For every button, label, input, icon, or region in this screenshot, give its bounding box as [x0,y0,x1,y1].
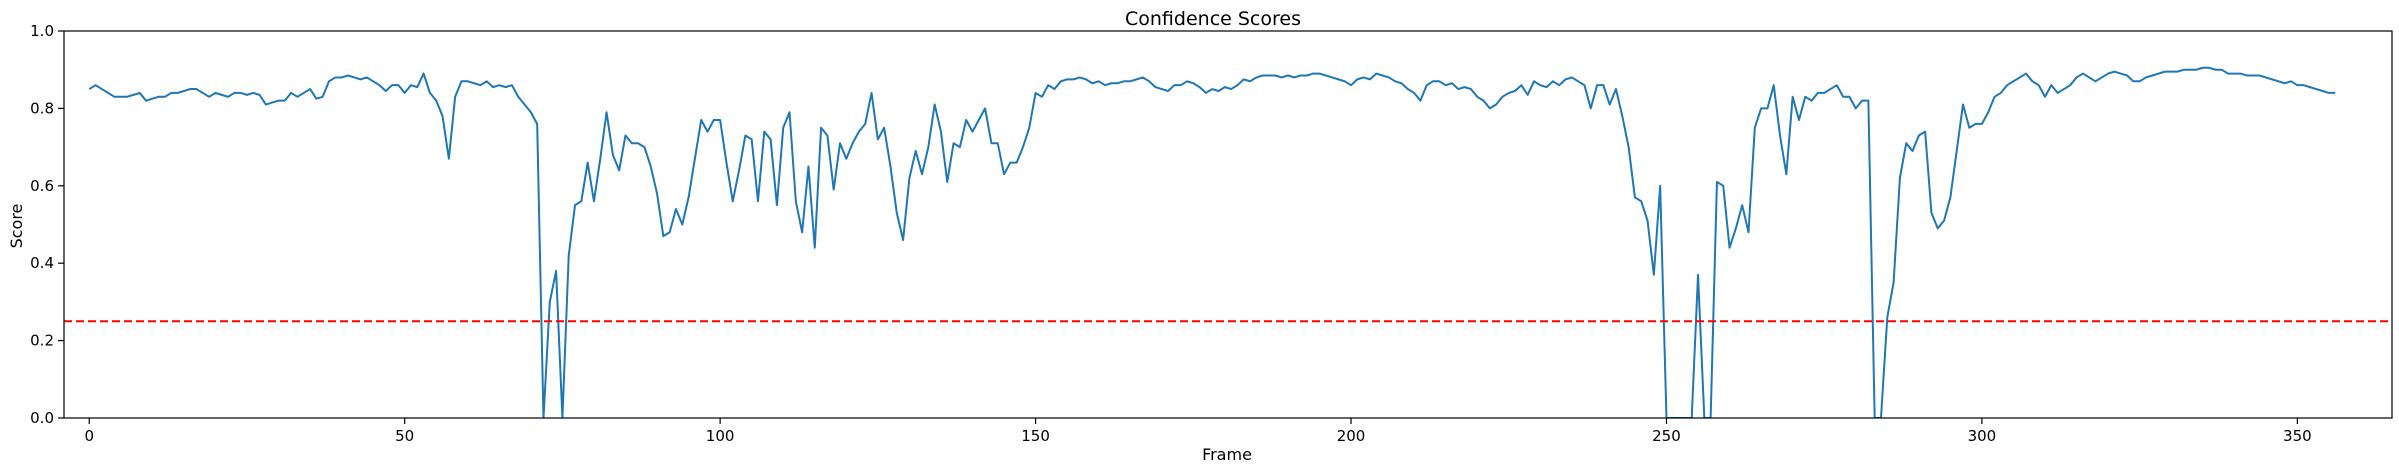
x-tick-label: 200 [1337,427,1366,445]
plot-frame [63,30,2393,419]
x-tick-label: 150 [1021,427,1050,445]
y-axis: 0.0 0.2 0.4 0.6 0.8 1.0 [30,22,64,427]
x-tick-label: 300 [1968,427,1997,445]
y-tick-label: 0.8 [30,99,54,117]
y-tick-label: 0.4 [30,254,54,272]
x-axis-label: Frame [1202,445,1252,464]
x-tick-label: 0 [84,427,94,445]
y-axis-label: Score [7,204,26,249]
chart-title: Confidence Scores [1125,8,1301,30]
x-tick-label: 350 [2283,427,2312,445]
x-tick-label: 50 [395,427,414,445]
plot-area [63,30,2393,419]
y-tick-label: 0.2 [30,332,54,350]
x-tick-label: 250 [1652,427,1681,445]
x-tick-label: 100 [706,427,735,445]
y-tick-label: 1.0 [30,22,54,40]
y-tick-label: 0.6 [30,177,54,195]
series-line-0 [88,66,2336,418]
x-axis: 0 50 100 150 200 250 300 350 [84,418,2312,445]
y-tick-label: 0.0 [30,409,54,427]
